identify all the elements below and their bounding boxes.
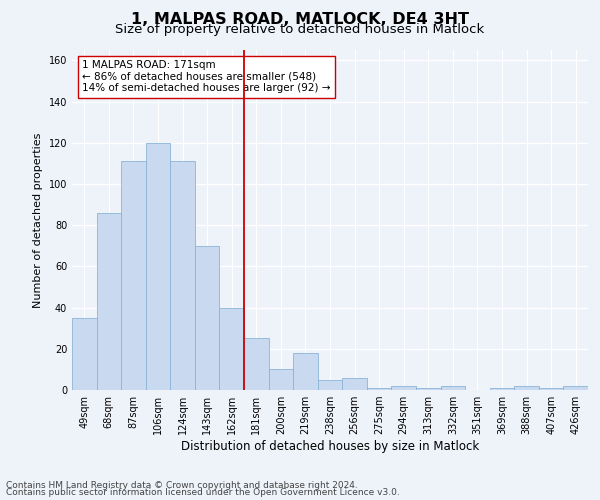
Bar: [318, 380, 342, 390]
Bar: [367, 388, 391, 390]
Bar: [514, 386, 539, 390]
Bar: [72, 318, 97, 390]
Bar: [195, 246, 220, 390]
X-axis label: Distribution of detached houses by size in Matlock: Distribution of detached houses by size …: [181, 440, 479, 453]
Y-axis label: Number of detached properties: Number of detached properties: [33, 132, 43, 308]
Bar: [539, 388, 563, 390]
Bar: [416, 388, 440, 390]
Bar: [220, 308, 244, 390]
Bar: [121, 162, 146, 390]
Bar: [97, 213, 121, 390]
Bar: [244, 338, 269, 390]
Bar: [490, 388, 514, 390]
Bar: [146, 142, 170, 390]
Bar: [563, 386, 588, 390]
Text: Contains public sector information licensed under the Open Government Licence v3: Contains public sector information licen…: [6, 488, 400, 497]
Text: 1, MALPAS ROAD, MATLOCK, DE4 3HT: 1, MALPAS ROAD, MATLOCK, DE4 3HT: [131, 12, 469, 28]
Text: 1 MALPAS ROAD: 171sqm
← 86% of detached houses are smaller (548)
14% of semi-det: 1 MALPAS ROAD: 171sqm ← 86% of detached …: [82, 60, 331, 94]
Bar: [342, 378, 367, 390]
Text: Contains HM Land Registry data © Crown copyright and database right 2024.: Contains HM Land Registry data © Crown c…: [6, 480, 358, 490]
Bar: [440, 386, 465, 390]
Bar: [391, 386, 416, 390]
Bar: [293, 353, 318, 390]
Bar: [170, 162, 195, 390]
Bar: [269, 370, 293, 390]
Text: Size of property relative to detached houses in Matlock: Size of property relative to detached ho…: [115, 22, 485, 36]
